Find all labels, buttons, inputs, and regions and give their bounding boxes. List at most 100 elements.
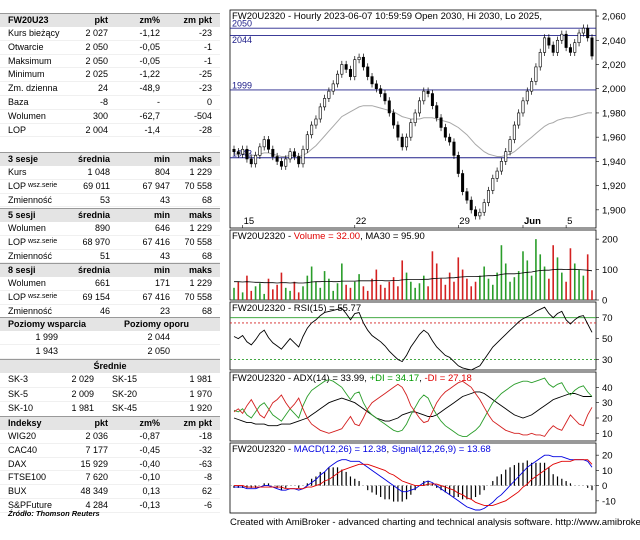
volume-bar [500, 245, 503, 300]
candle-body [443, 127, 447, 138]
candle-body [292, 151, 296, 157]
candle-body [305, 134, 309, 150]
chart-title: FW20U2320 - RSI(15) = 55.77 [232, 303, 361, 314]
row-label: Wolumen [8, 223, 46, 233]
volume-bar [543, 266, 546, 300]
candle-body [374, 83, 378, 90]
chart-panel-1: 200 100 0 FW20U2320 - Volume = 32.00, MA30 … [229, 229, 618, 307]
candle-body [426, 90, 430, 94]
averages-header: Średnie [0, 359, 220, 373]
x-tick-label: 5 [567, 216, 572, 227]
candle-body [564, 33, 568, 48]
volume-bar [263, 293, 265, 300]
volume-bar [535, 239, 537, 300]
quote-row: Kurs bieżący 2 027 -1,12 -23 [0, 27, 220, 41]
candle-body [517, 112, 521, 126]
session-table: 3 sesje średnia min maks Kurs 1 048 804 1 229 LO… [0, 152, 220, 208]
avg-label: SK-20 [112, 388, 138, 399]
title-mdi: -DI = 27.18 [425, 373, 472, 384]
averages-row: SK-10 1 981 SK-45 1 920 [0, 402, 220, 417]
index-pkt: 7 177 [85, 444, 108, 455]
volume-bar [530, 275, 533, 300]
volume-bar [328, 278, 330, 300]
value-zm-pct: -1,12 [139, 28, 160, 38]
market-data-panel: FW20U23 pkt zm% zm pkt Kurs bieżący 2 027… [0, 0, 220, 540]
index-row: S&PFuture 4 284 -0,13 -6 [0, 499, 220, 513]
volume-bar [470, 286, 473, 300]
title-sep: , [360, 231, 365, 242]
y-tick-label: 1,900 [602, 205, 626, 216]
row-label-suffix: wsz.serie [28, 237, 58, 245]
quote-row: Otwarcie 2 050 -0,05 -1 [0, 41, 220, 55]
value-pkt: 2 050 [85, 41, 108, 52]
volume-bar [513, 277, 516, 300]
row-label: LOP [8, 236, 27, 247]
averages-title: Średnie [93, 361, 127, 371]
candle-body [422, 90, 426, 102]
value-zm-pct: - [157, 96, 160, 107]
chart-panel-4: 20 10 0 -10 FW20U2320 - MACD(12,26) = 12.38,… [229, 442, 616, 514]
value-zm-pkt: -25 [198, 69, 212, 80]
index-zm-pct: -0,10 [139, 472, 160, 483]
value-min: 43 [159, 250, 170, 261]
candle-body [241, 148, 245, 155]
session-row: Zmienność 53 43 68 [0, 194, 220, 208]
source-note: Źródło: Thomson Reuters [8, 509, 100, 518]
candle-body [543, 37, 547, 53]
session-table: 8 sesji średnia min maks Wolumen 661 171 1 229 L… [0, 263, 220, 319]
index-zm-pct: -0,87 [139, 431, 160, 441]
candle-body [353, 59, 357, 77]
panel-frame [229, 301, 597, 371]
value-zm-pkt: -23 [198, 28, 212, 38]
value-zm-pkt: -504 [193, 110, 212, 121]
volume-bar [457, 257, 460, 300]
volume-bar [539, 254, 542, 300]
x-tick-label: 22 [356, 216, 367, 227]
value-min: 43 [159, 194, 170, 205]
value-pkt: -8 [99, 96, 108, 107]
volume-bar [323, 271, 326, 300]
title-volume: Volume = 32.00 [294, 231, 360, 242]
candle-body [336, 73, 340, 85]
footer-credit: Created with AmiBroker - advanced charti… [230, 517, 640, 528]
title-pdi: +DI = 34.17 [370, 373, 420, 384]
index-pkt: 15 929 [80, 458, 108, 469]
index-name: FTSE100 [8, 472, 47, 483]
candle-body [525, 90, 529, 102]
candle-body [482, 202, 486, 213]
col-avg: średnia [77, 210, 110, 220]
candle-body [461, 173, 465, 192]
candle-body [288, 151, 292, 160]
volume-bar [448, 272, 451, 300]
candle-body [521, 100, 525, 114]
value-max: 1 229 [189, 223, 212, 233]
y-tick-label: 0 [602, 481, 607, 492]
title-prefix: FW20U2320 - [232, 231, 294, 242]
value-max: 1 229 [189, 167, 212, 177]
candle-body [387, 100, 391, 114]
title-sep: , [419, 373, 424, 384]
level-label: 2044 [232, 35, 252, 45]
chart-panel-0: 2,060 2,040 2,020 2,000 1,980 1,960 1,940 1,920… [229, 9, 626, 229]
quote-header: FW20U23 pkt zm% zm pkt [0, 13, 220, 27]
volume-bar [483, 266, 485, 300]
candle-body [465, 191, 469, 201]
value-min: 23 [159, 305, 170, 316]
candle-body [318, 106, 322, 120]
x-tick-label: 15 [244, 216, 255, 227]
value-min: 171 [154, 278, 170, 288]
quote-row: Maksimum 2 050 -0,05 -1 [0, 55, 220, 69]
avg-label: SK-15 [112, 374, 138, 384]
candle-body [512, 124, 516, 140]
candle-body [314, 118, 318, 126]
col-zm-pct: zm% [139, 15, 160, 25]
adx-series-line [233, 380, 593, 437]
index-zm-pkt: 62 [201, 486, 212, 497]
y-tick-label: 20 [602, 451, 613, 462]
volume-bar [435, 263, 438, 300]
row-label: Wolumen [8, 278, 46, 288]
candle-body [508, 139, 512, 152]
candle-body [547, 37, 551, 46]
volume-bar [414, 287, 416, 300]
volume-bar [517, 271, 520, 300]
